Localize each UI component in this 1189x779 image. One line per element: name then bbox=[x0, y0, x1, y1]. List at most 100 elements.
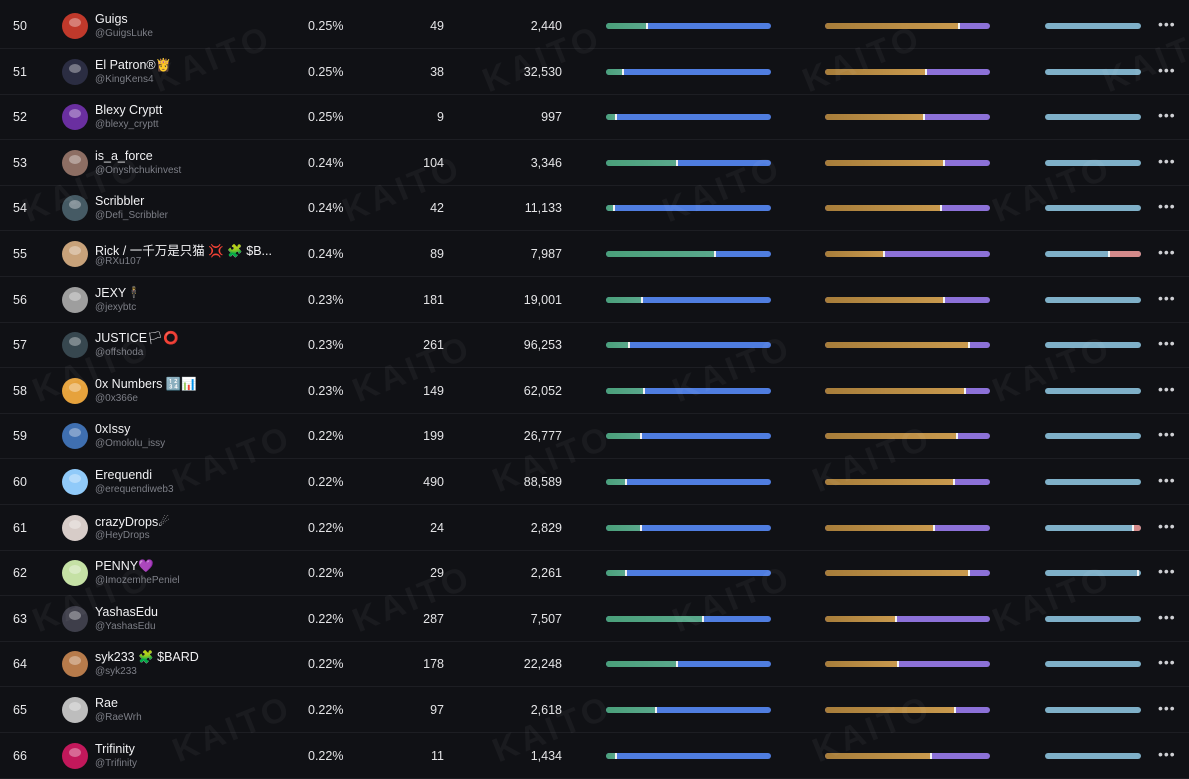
user-handle[interactable]: @ImozemhePeniel bbox=[95, 575, 180, 587]
user-name[interactable]: YashasEdu bbox=[95, 604, 159, 619]
user-name[interactable]: Erequendi bbox=[95, 468, 152, 482]
avatar[interactable] bbox=[62, 195, 88, 222]
table-row[interactable]: 52 Blexy Cryptt @blexy_cryptt 0.25% 9 997 ••• bbox=[0, 94, 1189, 141]
more-options-icon[interactable]: ••• bbox=[1158, 107, 1176, 124]
table-row[interactable]: 53 is_a_force @Onyshchukinvest 0.24% 104 3,34… bbox=[0, 140, 1189, 186]
post-count: 42 bbox=[430, 201, 444, 216]
user-name[interactable]: syk233 🧩 $BARD bbox=[95, 650, 199, 665]
engagement-count: 96,253 bbox=[523, 338, 562, 353]
user-name[interactable]: El Patron®👸 bbox=[95, 57, 172, 72]
avatar[interactable] bbox=[62, 377, 88, 404]
bar-marker bbox=[639, 524, 642, 531]
user-name[interactable]: crazyDrops☄ bbox=[95, 514, 170, 529]
user-handle[interactable]: @GuigsLuke bbox=[95, 28, 153, 39]
user-name[interactable]: Rae bbox=[95, 696, 118, 710]
more-options-icon[interactable]: ••• bbox=[1158, 745, 1176, 762]
avatar[interactable] bbox=[62, 651, 88, 678]
user-handle[interactable]: @offshoda bbox=[95, 347, 144, 359]
user-handle[interactable]: @Trifinity bbox=[95, 757, 138, 769]
user-handle[interactable]: @erequendiweb3 bbox=[95, 484, 174, 495]
table-row[interactable]: 66 Trifinity @Trifinity 0.22% 11 1,434 ••• bbox=[0, 733, 1189, 779]
more-options-icon[interactable]: ••• bbox=[1158, 700, 1176, 716]
user-name[interactable]: 0x Numbers 🔢📊 bbox=[95, 376, 197, 391]
bar-marker bbox=[621, 68, 624, 75]
table-row[interactable]: 50 Guigs @GuigsLuke 0.25% 49 2,440 ••• bbox=[0, 3, 1189, 49]
user-handle[interactable]: @blexy_cryptt bbox=[95, 119, 159, 131]
more-options-icon[interactable]: ••• bbox=[1158, 61, 1176, 78]
more-options-icon[interactable]: ••• bbox=[1158, 244, 1176, 260]
table-row[interactable]: 62 PENNY💜 @ImozemhePeniel 0.22% 29 2,261 ••• bbox=[0, 550, 1189, 597]
avatar[interactable] bbox=[62, 149, 88, 176]
avatar[interactable] bbox=[62, 286, 88, 313]
user-handle[interactable]: @syk233 bbox=[95, 666, 137, 678]
avatar[interactable] bbox=[62, 697, 88, 723]
score-bar-2 bbox=[825, 296, 990, 303]
user-name[interactable]: Scribbler bbox=[95, 194, 145, 209]
user-name[interactable]: PENNY💜 bbox=[95, 559, 154, 574]
score-bar-1 bbox=[606, 752, 771, 759]
avatar[interactable] bbox=[62, 605, 88, 632]
avatar[interactable] bbox=[62, 58, 88, 85]
avatar[interactable] bbox=[62, 742, 88, 769]
user-name[interactable]: Guigs bbox=[95, 12, 128, 26]
more-options-icon[interactable]: ••• bbox=[1158, 289, 1176, 306]
more-options-icon[interactable]: ••• bbox=[1158, 198, 1176, 215]
user-name[interactable]: JUSTICE🏳⭕ bbox=[95, 331, 179, 346]
avatar[interactable] bbox=[62, 560, 88, 587]
more-options-icon[interactable]: ••• bbox=[1158, 517, 1176, 534]
more-options-icon[interactable]: ••• bbox=[1158, 654, 1176, 671]
user-handle[interactable]: @HeyDrops bbox=[95, 529, 150, 541]
user-name[interactable]: Blexy Cryptt bbox=[95, 103, 163, 118]
table-row[interactable]: 54 Scribbler @Defi_Scribbler 0.24% 42 11,133 •… bbox=[0, 185, 1189, 232]
more-options-icon[interactable]: ••• bbox=[1158, 608, 1176, 625]
user-name[interactable]: 0xIssy bbox=[95, 422, 131, 437]
score-bar-3 bbox=[1045, 615, 1141, 622]
table-row[interactable]: 51 El Patron®👸 @KingKens4 0.25% 38 32,530 ••• bbox=[0, 49, 1189, 95]
table-row[interactable]: 56 JEXY🕴 @jexybtc 0.23% 181 19,001 ••• bbox=[0, 277, 1189, 323]
user-name[interactable]: Trifinity bbox=[95, 741, 135, 756]
table-row[interactable]: 61 crazyDrops☄ @HeyDrops 0.22% 24 2,829 ••• bbox=[0, 505, 1189, 551]
user-handle[interactable]: @Omololu_issy bbox=[95, 438, 166, 450]
more-options-icon[interactable]: ••• bbox=[1158, 380, 1176, 397]
user-handle[interactable]: @KingKens4 bbox=[95, 73, 154, 85]
table-row[interactable]: 59 0xIssy @Omololu_issy 0.22% 199 26,777 ••• bbox=[0, 413, 1189, 460]
score-bar-3 bbox=[1045, 707, 1141, 713]
user-name[interactable]: is_a_force bbox=[95, 148, 153, 163]
user-handle[interactable]: @0x366e bbox=[95, 392, 138, 404]
user-name[interactable]: Rick / 一千万是只猫 💢 🧩 $B... bbox=[95, 244, 272, 258]
more-options-icon[interactable]: ••• bbox=[1158, 563, 1176, 580]
avatar[interactable] bbox=[62, 514, 88, 541]
score-bar-1 bbox=[606, 707, 771, 713]
bar-marker bbox=[646, 23, 649, 29]
user-handle[interactable]: @RXu107 bbox=[95, 256, 142, 267]
table-row[interactable]: 64 syk233 🧩 $BARD @syk233 0.22% 178 22,248 ••• bbox=[0, 641, 1189, 688]
avatar[interactable] bbox=[62, 104, 88, 131]
avatar[interactable] bbox=[62, 241, 88, 267]
user-handle[interactable]: @Onyshchukinvest bbox=[95, 164, 182, 176]
user-handle[interactable]: @YashasEdu bbox=[95, 620, 156, 632]
rank-number: 63 bbox=[13, 611, 27, 626]
score-bar-3 bbox=[1045, 524, 1141, 531]
table-row[interactable]: 65 Rae @RaeWrh 0.22% 97 2,618 ••• bbox=[0, 687, 1189, 733]
user-handle[interactable]: @RaeWrh bbox=[95, 712, 142, 723]
more-options-icon[interactable]: ••• bbox=[1158, 16, 1176, 32]
user-handle[interactable]: @jexybtc bbox=[95, 301, 137, 313]
table-row[interactable]: 58 0x Numbers 🔢📊 @0x366e 0.23% 149 62,052 ••• bbox=[0, 368, 1189, 414]
user-name[interactable]: JEXY🕴 bbox=[95, 285, 142, 300]
avatar[interactable] bbox=[62, 332, 88, 359]
bar-marker bbox=[1137, 570, 1140, 577]
more-options-icon[interactable]: ••• bbox=[1158, 426, 1176, 443]
more-options-icon[interactable]: ••• bbox=[1158, 472, 1176, 488]
user-handle[interactable]: @Defi_Scribbler bbox=[95, 210, 168, 222]
avatar[interactable] bbox=[62, 469, 88, 495]
more-options-icon[interactable]: ••• bbox=[1158, 152, 1176, 169]
table-row[interactable]: 55 Rick / 一千万是只猫 💢 🧩 $B... @RXu107 0.24% 89 7… bbox=[0, 231, 1189, 277]
table-row[interactable]: 57 JUSTICE🏳⭕ @offshoda 0.23% 261 96,253 ••• bbox=[0, 322, 1189, 369]
mindshare-percent: 0.22% bbox=[308, 475, 344, 489]
avatar[interactable] bbox=[62, 13, 88, 39]
more-options-icon[interactable]: ••• bbox=[1158, 335, 1176, 352]
table-row[interactable]: 60 Erequendi @erequendiweb3 0.22% 490 88,589 •… bbox=[0, 459, 1189, 505]
avatar[interactable] bbox=[62, 423, 88, 450]
table-row[interactable]: 63 YashasEdu @YashasEdu 0.22% 287 7,507 ••• bbox=[0, 596, 1189, 642]
engagement-count: 2,618 bbox=[530, 703, 562, 717]
